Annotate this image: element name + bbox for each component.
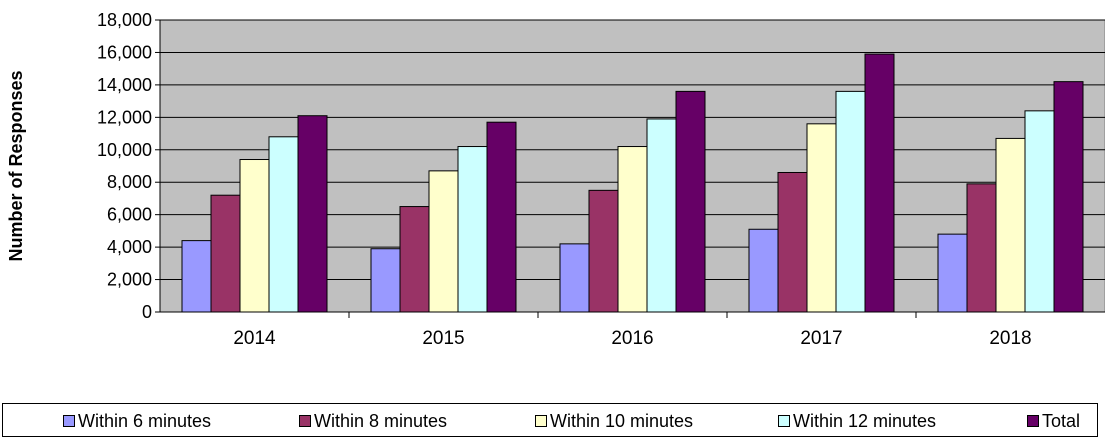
bar (399, 206, 430, 313)
axes (155, 19, 1105, 318)
bar-chart: 0 2,000 4,000 6,000 8,000 10,000 12,000 14,000 1… (6, 10, 1105, 349)
x-tick-label: 2015 (422, 328, 464, 349)
bar (370, 248, 401, 313)
bar (268, 136, 299, 313)
legend-label: Total (1042, 410, 1081, 431)
bar (428, 170, 459, 313)
legend-swatch (1027, 415, 1039, 427)
bar (995, 137, 1026, 313)
legend-swatch (535, 415, 547, 427)
bar (181, 240, 212, 313)
legend-swatch (778, 415, 790, 427)
bar (646, 118, 677, 313)
legend-label: Within 8 minutes (314, 410, 448, 431)
legend: Within 6 minutes Within 8 minutes Within 1… (2, 403, 1098, 437)
x-tick-labels: 2014 2015 2016 2017 2018 (233, 328, 1031, 349)
bar (239, 159, 270, 313)
bar (748, 228, 779, 313)
bars (181, 53, 1084, 313)
bar (617, 146, 648, 313)
y-tick-label: 12,000 (97, 107, 152, 127)
bar (457, 146, 488, 313)
legend-label: Within 6 minutes (78, 410, 212, 431)
legend-swatch (299, 415, 311, 427)
legend-swatch (63, 415, 75, 427)
legend-label: Within 10 minutes (550, 410, 694, 431)
bar (864, 53, 895, 313)
y-tick-label: 0 (142, 302, 152, 322)
y-tick-label: 8,000 (107, 172, 152, 192)
legend-item: Within 8 minutes (299, 410, 447, 432)
x-tick-label: 2017 (800, 328, 842, 349)
bar (966, 183, 997, 313)
y-tick-labels: 0 2,000 4,000 6,000 8,000 10,000 12,000 14,000 1… (97, 10, 152, 322)
bar (559, 243, 590, 313)
y-tick-label: 10,000 (97, 140, 152, 160)
bar (777, 171, 808, 313)
x-tick-label: 2018 (989, 328, 1031, 349)
bar (937, 233, 968, 313)
y-tick-label: 18,000 (97, 10, 152, 30)
bar (835, 90, 866, 313)
legend-item: Total (1027, 410, 1080, 432)
y-tick-label: 14,000 (97, 75, 152, 95)
y-tick-label: 4,000 (107, 237, 152, 257)
legend-label: Within 12 minutes (793, 410, 937, 431)
x-tick-label: 2014 (233, 328, 276, 349)
legend-item: Within 6 minutes (63, 410, 211, 432)
bar (1024, 110, 1055, 313)
bar (806, 123, 837, 313)
bar (675, 90, 706, 313)
legend-item: Within 12 minutes (778, 410, 936, 432)
y-axis-label: Number of Responses (6, 70, 26, 261)
y-tick-label: 2,000 (107, 270, 152, 290)
bar (486, 121, 517, 313)
bar (210, 194, 241, 313)
legend-item: Within 10 minutes (535, 410, 693, 432)
bar (1053, 81, 1084, 313)
bar (297, 115, 328, 313)
bar (588, 189, 619, 313)
y-tick-label: 6,000 (107, 205, 152, 225)
x-tick-label: 2016 (611, 328, 653, 349)
y-tick-label: 16,000 (97, 42, 152, 62)
